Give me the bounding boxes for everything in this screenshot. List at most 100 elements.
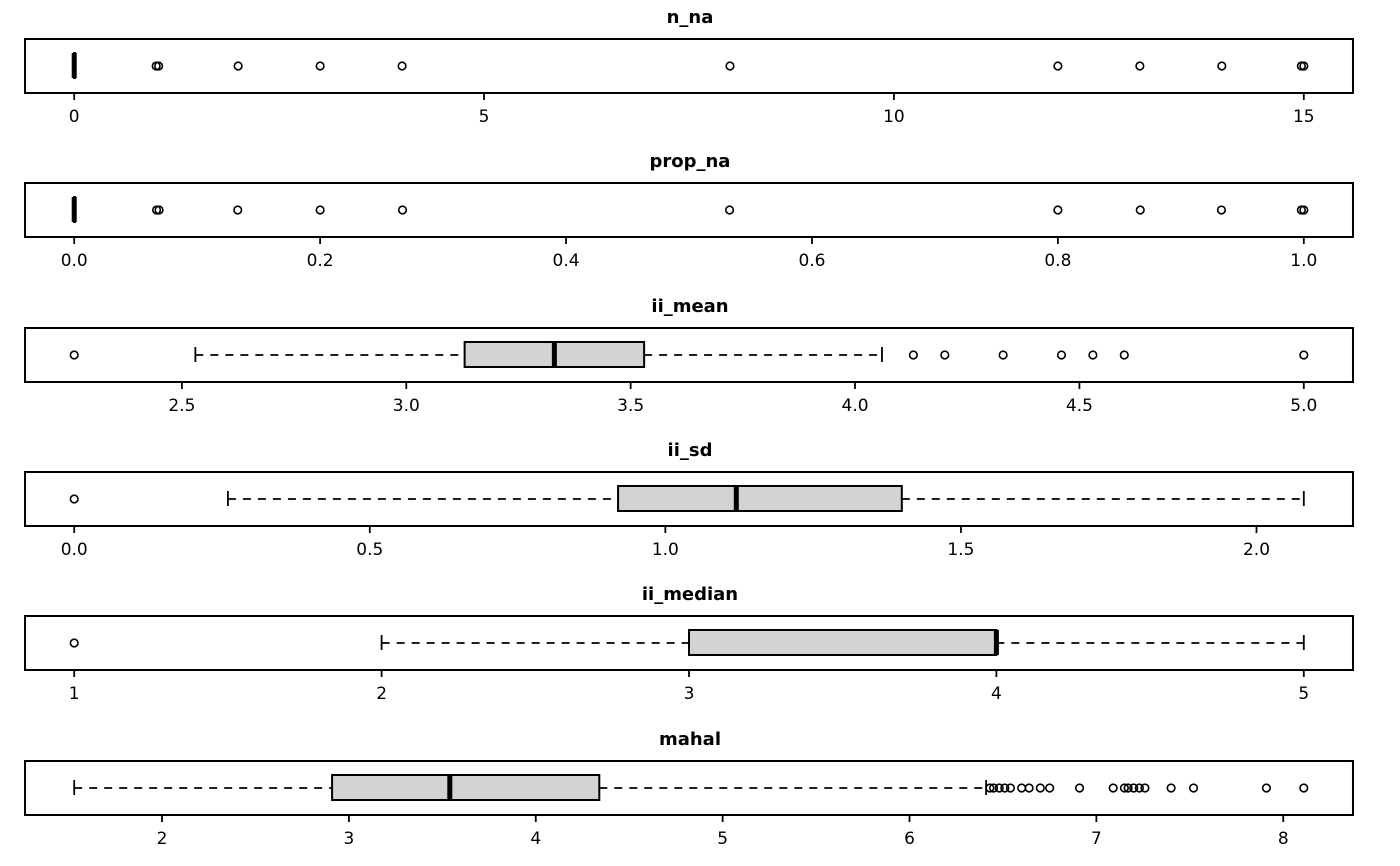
panel-mahal: mahal 2 3 4 5 6 7 8 <box>0 722 1400 866</box>
plot-frame <box>24 326 1354 383</box>
axis-tick-label: 0.4 <box>553 251 580 271</box>
outlier-point <box>1299 350 1309 360</box>
axis-tick-label: 4 <box>530 829 541 849</box>
boxplot-prop-na: prop_na 0.0 0.2 0.4 0.6 0.8 1.0 <box>24 151 1354 271</box>
box-iqr <box>617 484 903 512</box>
outlier-point <box>1135 205 1145 215</box>
axis-tick-label: 0.0 <box>61 540 88 560</box>
plot-content: 0.0 0.2 0.4 0.6 0.8 1.0 <box>24 182 1354 271</box>
axis-tick-label: 1 <box>69 684 80 704</box>
plot-frame <box>24 182 1354 239</box>
boxplot-mahal: mahal 2 3 4 5 6 7 8 <box>24 729 1354 849</box>
outlier-point <box>1088 350 1098 360</box>
axis-tick-label: 1.0 <box>652 540 679 560</box>
axis-tick-label: 4.5 <box>1066 396 1093 416</box>
panel-ii-sd: ii_sd 0.0 0.5 1.0 1.5 2.0 <box>0 433 1400 577</box>
outlier-point <box>154 205 164 215</box>
outlier-point <box>1217 61 1227 71</box>
axis-tick-label: 7 <box>1091 829 1102 849</box>
panel-ii-mean: ii_mean 2.5 3.0 3.5 4.0 4.5 5.0 <box>0 289 1400 433</box>
axis-tick-label: 2.5 <box>168 396 195 416</box>
outlier-point <box>1299 61 1309 71</box>
axis-tick-label: 3 <box>343 829 354 849</box>
axis-tick-label: 5 <box>1298 684 1309 704</box>
axis-tick-label: 2 <box>376 684 387 704</box>
outlier-point <box>988 783 999 793</box>
axis-tick-label: 2 <box>157 829 168 849</box>
outlier-point <box>1053 61 1063 71</box>
panel-title: prop_na <box>650 151 731 172</box>
plot-content: 2 3 4 5 6 7 8 <box>24 759 1354 849</box>
boxplot-ii-sd: ii_sd 0.0 0.5 1.0 1.5 2.0 <box>24 440 1354 560</box>
outlier-point <box>397 205 408 215</box>
outlier-point <box>315 205 325 215</box>
plot-frame <box>24 470 1354 527</box>
axis-tick-label: 0.5 <box>356 540 383 560</box>
axis-tick-label: 0.6 <box>798 251 825 271</box>
axis-tick-label: 5 <box>717 829 728 849</box>
boxplot-ii-median: ii_median 1 2 3 4 5 <box>24 584 1354 704</box>
axis-tick-label: 8 <box>1278 829 1289 849</box>
outlier-point <box>315 61 325 71</box>
outlier-point <box>1024 783 1034 793</box>
boxplot-ii-mean: ii_mean 2.5 3.0 3.5 4.0 4.5 5.0 <box>24 296 1354 416</box>
axis-tick-label: 0.0 <box>61 251 88 271</box>
outlier-point <box>1134 783 1144 793</box>
axis-tick-label: 3 <box>684 684 695 704</box>
outlier-point <box>1000 783 1010 793</box>
outlier-point <box>69 638 79 648</box>
axis-tick-label: 0.8 <box>1044 251 1071 271</box>
outlier-point <box>1108 783 1118 793</box>
outlier-point <box>1074 783 1085 793</box>
outlier-point <box>1056 350 1067 360</box>
outlier-point <box>69 494 79 504</box>
plot-content: 0 5 10 15 <box>24 37 1354 127</box>
outlier-point <box>1119 350 1129 360</box>
axis-tick-label: 1.0 <box>1290 251 1317 271</box>
plot-frame <box>24 37 1354 94</box>
axis-tick-label: 2.0 <box>1243 540 1270 560</box>
outlier-point <box>1261 783 1272 793</box>
axis-tick-label: 5 <box>479 107 490 127</box>
outlier-point <box>998 350 1008 360</box>
outlier-point <box>1017 783 1027 793</box>
outlier-point <box>1129 783 1139 793</box>
outlier-point <box>1135 61 1145 71</box>
outlier-point <box>233 61 243 71</box>
panel-ii-median: ii_median 1 2 3 4 5 <box>0 577 1400 721</box>
panel-title: mahal <box>659 729 721 750</box>
axis-tick-label: 5.0 <box>1290 396 1317 416</box>
outlier-point <box>1045 783 1055 793</box>
outlier-point <box>1035 783 1045 793</box>
axis-tick-label: 0 <box>69 107 80 127</box>
axis-tick-label: 10 <box>883 107 905 127</box>
axis-tick-label: 1.5 <box>947 540 974 560</box>
panel-title: ii_sd <box>668 440 713 461</box>
box-iqr <box>688 629 998 657</box>
outlier-point <box>1188 783 1199 793</box>
outlier-point <box>1140 783 1150 793</box>
outlier-point <box>908 350 918 360</box>
plot-content: 0.0 0.5 1.0 1.5 2.0 <box>24 470 1354 560</box>
panel-n-na: n_na 0 5 10 15 <box>0 0 1400 144</box>
outlier-point <box>940 350 950 360</box>
outlier-point <box>725 61 735 71</box>
plot-content: 2.5 3.0 3.5 4.0 4.5 5.0 <box>24 326 1354 416</box>
outlier-point <box>397 61 407 71</box>
outlier-point <box>1166 783 1176 793</box>
outlier-point <box>233 205 243 215</box>
panel-title: n_na <box>667 7 714 28</box>
outlier-point <box>985 783 995 793</box>
outlier-point <box>1299 783 1309 793</box>
outlier-point <box>154 61 164 71</box>
outlier-point <box>1119 783 1130 793</box>
outlier-point <box>1005 783 1016 793</box>
outlier-point <box>1053 205 1063 215</box>
axis-tick-label: 0.2 <box>307 251 334 271</box>
axis-tick-label: 4 <box>991 684 1002 704</box>
plot-frame <box>24 759 1354 816</box>
panel-prop-na: prop_na 0.0 0.2 0.4 0.6 0.8 1.0 <box>0 144 1400 288</box>
outlier-point <box>1123 783 1133 793</box>
panel-title: ii_mean <box>651 296 728 317</box>
outlier-point <box>1216 205 1227 215</box>
